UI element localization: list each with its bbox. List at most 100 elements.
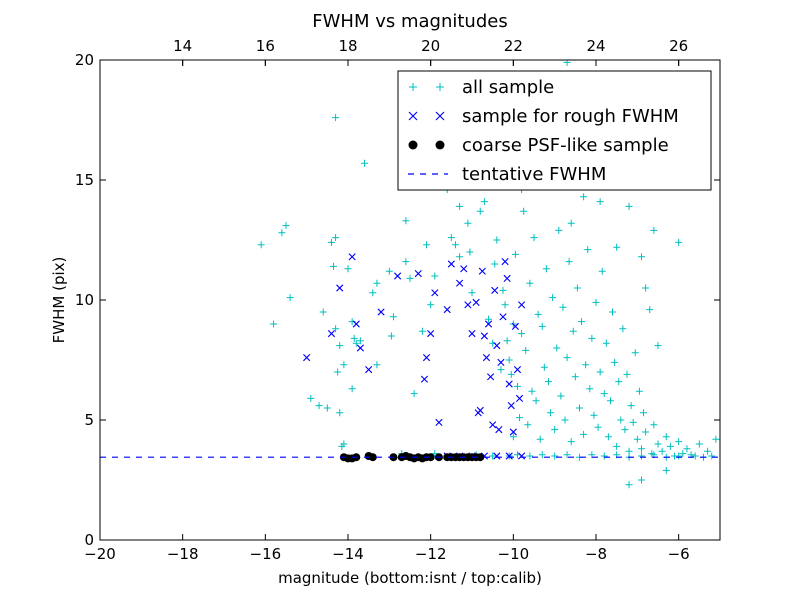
all-sample-point bbox=[542, 265, 550, 273]
all-sample-point bbox=[468, 289, 476, 297]
all-sample-point bbox=[373, 279, 381, 287]
all-sample-point bbox=[476, 207, 484, 215]
rough-fwhm-point bbox=[352, 320, 360, 328]
all-sample-point bbox=[518, 330, 526, 338]
all-sample-point bbox=[691, 452, 699, 460]
rough-fwhm-point bbox=[476, 406, 484, 414]
all-sample-point bbox=[451, 241, 459, 249]
all-sample-point bbox=[431, 272, 439, 280]
all-sample-point bbox=[567, 438, 575, 446]
all-sample-point bbox=[640, 409, 648, 417]
rough-fwhm-point bbox=[518, 452, 526, 460]
series-1 bbox=[303, 253, 526, 460]
all-sample-point bbox=[654, 440, 662, 448]
rough-fwhm-point bbox=[505, 380, 513, 388]
rough-fwhm-point bbox=[336, 284, 344, 292]
all-sample-point bbox=[369, 289, 377, 297]
rough-fwhm-point bbox=[495, 426, 503, 434]
all-sample-point bbox=[590, 411, 598, 419]
rough-fwhm-point bbox=[422, 354, 431, 362]
all-sample-point bbox=[549, 294, 557, 302]
psf-like-point bbox=[426, 453, 435, 462]
x-tick-label: −18 bbox=[167, 545, 199, 563]
all-sample-point bbox=[666, 442, 674, 450]
all-sample-point bbox=[373, 361, 381, 369]
chart-title: FWHM vs magnitudes bbox=[312, 11, 507, 32]
all-sample-point bbox=[456, 253, 464, 261]
all-sample-point bbox=[557, 392, 565, 400]
y-tick-label: 15 bbox=[75, 171, 94, 189]
all-sample-point bbox=[361, 159, 369, 167]
rough-fwhm-point bbox=[356, 344, 364, 352]
all-sample-point bbox=[315, 402, 323, 410]
top-x-tick-label: 20 bbox=[421, 37, 440, 55]
all-sample-point bbox=[466, 248, 474, 256]
all-sample-point bbox=[600, 390, 608, 398]
all-sample-point bbox=[662, 433, 670, 441]
all-sample-point bbox=[627, 402, 635, 410]
all-sample-point bbox=[613, 442, 621, 450]
all-sample-point bbox=[350, 334, 358, 342]
all-sample-point bbox=[571, 373, 579, 381]
all-sample-point bbox=[499, 286, 507, 294]
all-sample-point bbox=[695, 440, 703, 448]
top-x-tick-label: 18 bbox=[338, 37, 357, 55]
all-sample-point bbox=[526, 452, 534, 460]
all-sample-point bbox=[580, 430, 588, 438]
psf-like-point bbox=[476, 453, 485, 462]
y-tick-label: 10 bbox=[75, 291, 94, 309]
all-sample-point bbox=[642, 428, 650, 436]
rough-fwhm-point bbox=[487, 373, 495, 381]
legend-entry-label: sample for rough FWHM bbox=[462, 106, 679, 127]
all-sample-point bbox=[332, 325, 340, 333]
rough-fwhm-point bbox=[456, 279, 464, 287]
rough-fwhm-point bbox=[513, 366, 522, 374]
all-sample-point bbox=[553, 344, 561, 352]
y-tick-label: 20 bbox=[75, 51, 94, 69]
all-sample-point bbox=[352, 339, 360, 347]
all-sample-point bbox=[567, 219, 575, 227]
all-sample-point bbox=[625, 481, 633, 489]
all-sample-point bbox=[334, 368, 342, 376]
all-sample-point bbox=[385, 267, 393, 275]
all-sample-point bbox=[679, 450, 687, 458]
all-sample-point bbox=[547, 409, 555, 417]
legend-plus-icon bbox=[436, 83, 444, 91]
rough-fwhm-point bbox=[365, 366, 373, 374]
all-sample-point bbox=[387, 332, 395, 340]
all-sample-point bbox=[526, 279, 534, 287]
legend-entry-label: tentative FWHM bbox=[462, 164, 606, 185]
rough-fwhm-point bbox=[427, 330, 435, 338]
all-sample-point bbox=[507, 370, 515, 378]
all-sample-point bbox=[594, 423, 602, 431]
legend-x-icon bbox=[408, 111, 418, 121]
all-sample-point bbox=[592, 298, 600, 306]
all-sample-point bbox=[588, 334, 596, 342]
rough-fwhm-point bbox=[501, 258, 509, 266]
all-sample-point bbox=[631, 349, 639, 357]
legend-entry-label: coarse PSF-like sample bbox=[462, 135, 669, 156]
all-sample-point bbox=[327, 238, 335, 246]
x-tick-label: −6 bbox=[668, 545, 690, 563]
all-sample-point bbox=[551, 426, 559, 434]
all-sample-point bbox=[600, 452, 608, 460]
all-sample-point bbox=[336, 409, 344, 417]
all-sample-point bbox=[503, 337, 511, 345]
rough-fwhm-point bbox=[482, 354, 491, 362]
rough-fwhm-point bbox=[499, 313, 507, 321]
all-sample-point bbox=[389, 313, 397, 321]
all-sample-point bbox=[675, 238, 683, 246]
all-sample-point bbox=[431, 450, 439, 458]
rough-fwhm-point bbox=[478, 267, 486, 275]
all-sample-point bbox=[573, 284, 581, 292]
all-sample-point bbox=[344, 265, 352, 273]
rough-fwhm-point bbox=[480, 332, 488, 340]
legend-plus-icon bbox=[409, 83, 417, 91]
rough-fwhm-point bbox=[394, 272, 402, 280]
all-sample-point bbox=[559, 303, 567, 311]
legend-dot-icon bbox=[435, 140, 445, 150]
x-tick-label: −12 bbox=[415, 545, 447, 563]
all-sample-point bbox=[575, 404, 583, 412]
x-tick-label: −16 bbox=[250, 545, 282, 563]
